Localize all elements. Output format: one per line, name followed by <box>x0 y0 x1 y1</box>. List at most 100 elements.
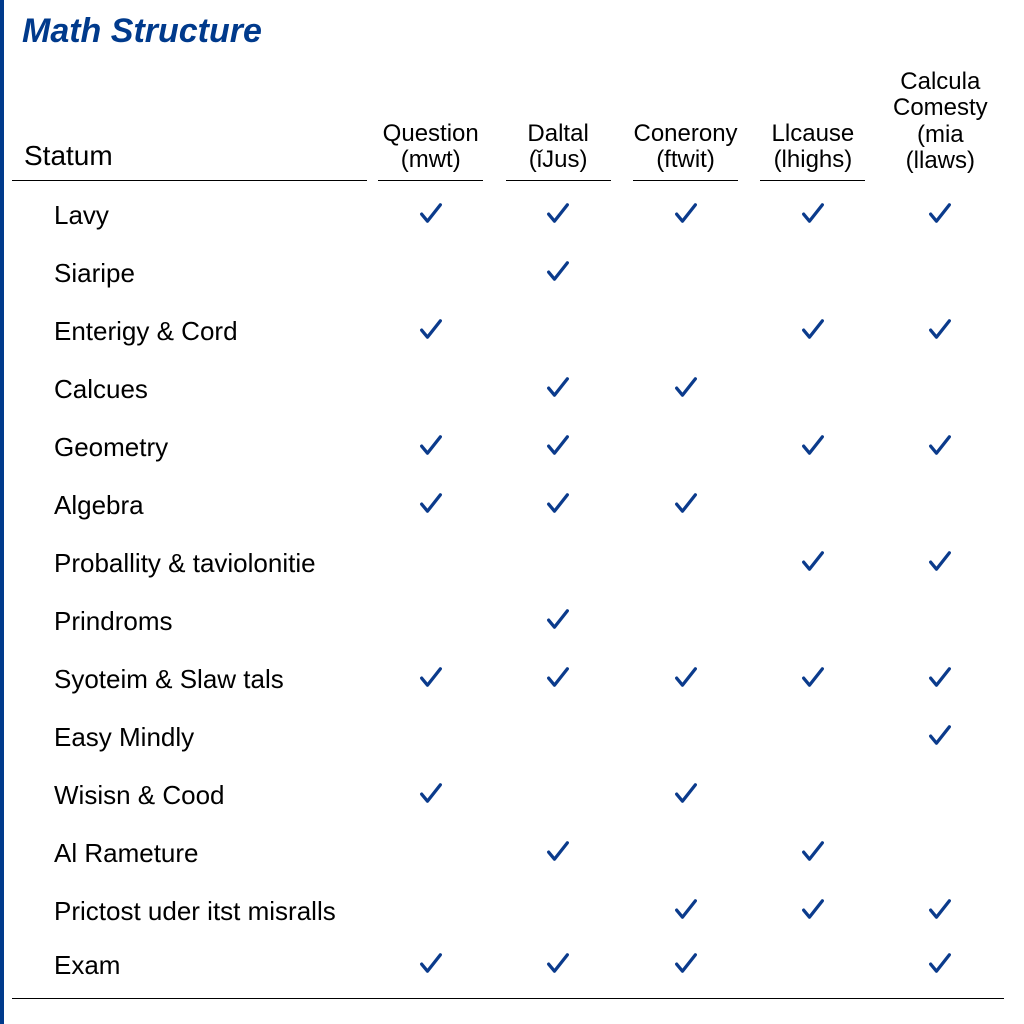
column-header-3: Llcause (lhighs) <box>749 91 876 181</box>
check-cell <box>367 489 494 522</box>
check-cell <box>749 199 876 232</box>
column-header-4: Calcula Comesty (mia (llaws) <box>877 69 1004 181</box>
table-row: Algebra <box>12 477 1004 535</box>
row-label: Siaripe <box>12 258 367 289</box>
checkmark-icon <box>925 949 955 982</box>
math-structure-table: Statum Question (mwt) Daltal (ǐJus) Cone… <box>12 69 1004 999</box>
row-label: Prindroms <box>12 606 367 637</box>
check-cell <box>877 315 1004 348</box>
checkmark-icon <box>798 895 828 928</box>
row-label: Wisisn & Cood <box>12 780 367 811</box>
row-label-header: Statum <box>12 140 367 181</box>
row-label: Exam <box>12 950 367 981</box>
row-label: Prictost uder itst misralls <box>12 896 367 927</box>
table-row: Prindroms <box>12 593 1004 651</box>
table-row: Al Rameture <box>12 825 1004 883</box>
checkmark-icon <box>416 199 446 232</box>
checkmark-icon <box>543 431 573 464</box>
check-cell <box>367 315 494 348</box>
checkmark-icon <box>416 489 446 522</box>
column-header-0: Question (mwt) <box>367 91 494 181</box>
checkmark-icon <box>925 431 955 464</box>
check-cell <box>877 949 1004 982</box>
checkmark-icon <box>543 489 573 522</box>
checkmark-icon <box>416 431 446 464</box>
table-body: Lavy Siaripe Enterigy & Cord Calcues Geometr… <box>12 187 1004 999</box>
table-row: Exam <box>12 941 1004 999</box>
checkmark-icon <box>543 257 573 290</box>
check-cell <box>749 895 876 928</box>
check-cell <box>494 257 621 290</box>
check-cell <box>877 663 1004 696</box>
checkmark-icon <box>925 663 955 696</box>
check-cell <box>622 779 749 812</box>
checkmark-icon <box>925 315 955 348</box>
checkmark-icon <box>798 199 828 232</box>
check-cell <box>367 779 494 812</box>
check-cell <box>749 547 876 580</box>
checkmark-icon <box>925 895 955 928</box>
checkmark-icon <box>416 949 446 982</box>
row-label: Al Rameture <box>12 838 367 869</box>
checkmark-icon <box>543 373 573 406</box>
checkmark-icon <box>416 315 446 348</box>
checkmark-icon <box>543 605 573 638</box>
check-cell <box>877 895 1004 928</box>
check-cell <box>622 373 749 406</box>
checkmark-icon <box>671 489 701 522</box>
check-cell <box>622 895 749 928</box>
table-row: Geometry <box>12 419 1004 477</box>
checkmark-icon <box>798 837 828 870</box>
check-cell <box>749 431 876 464</box>
row-label: Calcues <box>12 374 367 405</box>
check-cell <box>494 605 621 638</box>
table-row: Siaripe <box>12 245 1004 303</box>
table-row: Prictost uder itst misralls <box>12 883 1004 941</box>
check-cell <box>877 199 1004 232</box>
check-cell <box>494 663 621 696</box>
check-cell <box>494 949 621 982</box>
checkmark-icon <box>671 199 701 232</box>
row-label: Easy Mindly <box>12 722 367 753</box>
checkmark-icon <box>798 315 828 348</box>
check-cell <box>877 721 1004 754</box>
table-row: Easy Mindly <box>12 709 1004 767</box>
check-cell <box>622 663 749 696</box>
check-cell <box>494 489 621 522</box>
checkmark-icon <box>671 949 701 982</box>
check-cell <box>877 431 1004 464</box>
row-label: Geometry <box>12 432 367 463</box>
checkmark-icon <box>543 837 573 870</box>
row-label: Syoteim & Slaw tals <box>12 664 367 695</box>
checkmark-icon <box>925 721 955 754</box>
checkmark-icon <box>671 373 701 406</box>
check-cell <box>749 315 876 348</box>
table-row: Lavy <box>12 187 1004 245</box>
checkmark-icon <box>543 949 573 982</box>
row-label: Algebra <box>12 490 367 521</box>
check-cell <box>367 431 494 464</box>
check-cell <box>749 837 876 870</box>
check-cell <box>494 199 621 232</box>
check-cell <box>494 431 621 464</box>
checkmark-icon <box>671 779 701 812</box>
check-cell <box>367 663 494 696</box>
checkmark-icon <box>798 431 828 464</box>
checkmark-icon <box>543 199 573 232</box>
page-title: Math Structure <box>12 12 1004 51</box>
row-label: Enterigy & Cord <box>12 316 367 347</box>
table-row: Wisisn & Cood <box>12 767 1004 825</box>
checkmark-icon <box>543 663 573 696</box>
table-header-row: Statum Question (mwt) Daltal (ǐJus) Cone… <box>12 69 1004 187</box>
check-cell <box>749 663 876 696</box>
check-cell <box>367 949 494 982</box>
table-row: Calcues <box>12 361 1004 419</box>
column-header-1: Daltal (ǐJus) <box>494 91 621 181</box>
check-cell <box>622 489 749 522</box>
checkmark-icon <box>798 663 828 696</box>
check-cell <box>622 199 749 232</box>
checkmark-icon <box>671 895 701 928</box>
table-row: Syoteim & Slaw tals <box>12 651 1004 709</box>
checkmark-icon <box>416 779 446 812</box>
check-cell <box>622 949 749 982</box>
